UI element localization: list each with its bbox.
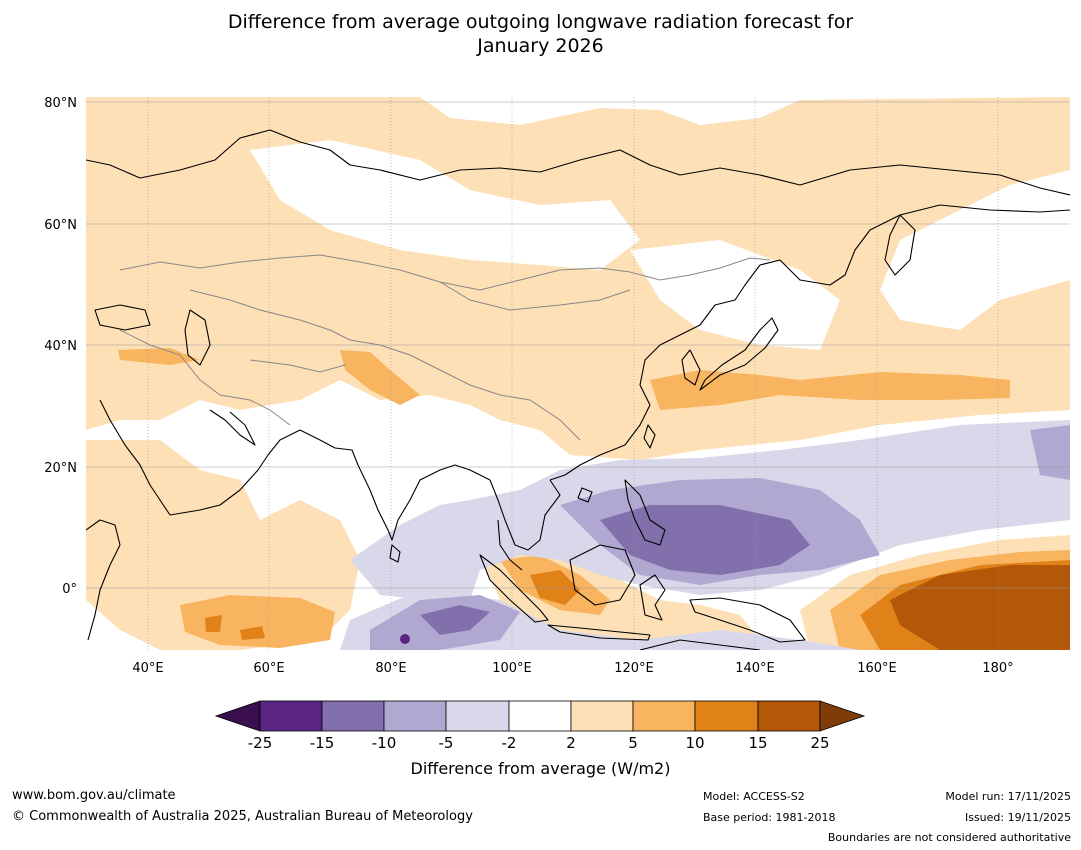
- colorbar-bin-2: [321, 700, 385, 732]
- colorbar-bin-4: [445, 700, 510, 732]
- negative-anomaly-5-10-east: [1030, 425, 1070, 480]
- coastline-africa: [86, 519, 121, 641]
- coastline-hainan: [577, 487, 593, 503]
- boundaries: [119, 254, 771, 441]
- neutral-patch-siberia: [250, 140, 640, 270]
- positive-anomaly-5-10-himalaya: [340, 350, 420, 405]
- positive-anomaly-5-10-westasia: [118, 348, 200, 365]
- base-period-text: Base period: 1981-2018: [703, 811, 836, 824]
- colorbar-label: Difference from average (W/m2): [410, 759, 671, 778]
- positive-anomaly-5-10-arabian-sea: [180, 595, 335, 648]
- colorbar-tick-5: 2: [566, 734, 576, 752]
- lon-label-140: 140°E: [735, 661, 775, 676]
- coastline-india: [299, 429, 491, 541]
- lon-label-100: 100°E: [492, 661, 532, 676]
- coastline-japan: [699, 317, 779, 391]
- coastline-siberia-east: [549, 204, 1070, 481]
- map-title: Difference from average outgoing longwav…: [0, 10, 1081, 58]
- coastline-arctic: [86, 129, 1070, 196]
- map-panel: [86, 97, 1070, 650]
- positive-anomaly-15-25-pacific: [890, 565, 1070, 650]
- lon-label-160: 160°E: [857, 661, 897, 676]
- colorbar: -25 -15 -10 -5 -2 2 5 10 15 25: [214, 700, 866, 752]
- coastline-sumatra: [479, 554, 549, 623]
- boundary-china-west: [349, 339, 581, 441]
- colorbar-bin-8: [694, 700, 759, 732]
- colorbar-over-arrow: [819, 700, 866, 732]
- copyright-text: © Commonwealth of Australia 2025, Austra…: [12, 809, 473, 824]
- colorbar-bin-7: [632, 700, 696, 732]
- gridlines: [86, 97, 1070, 650]
- boundary-russia-south: [119, 254, 771, 291]
- coastline-sulawesi: [639, 574, 666, 621]
- lat-label-80: 80°N: [44, 96, 77, 111]
- coastline-black-sea: [94, 304, 151, 331]
- coastlines: [86, 129, 1070, 650]
- latitude-labels: 80°N 60°N 40°N 20°N 0°: [44, 96, 77, 597]
- colorbar-tick-0: -25: [248, 734, 273, 752]
- boundary-central-asia: [189, 289, 351, 341]
- coastline-indochina: [489, 479, 561, 551]
- coastline-caspian: [184, 309, 211, 366]
- negative-anomaly-10-15-indian-ocean: [420, 605, 490, 635]
- colorbar-bin-1: [259, 700, 323, 732]
- negative-anomaly-15-25-spot: [400, 634, 410, 644]
- boundary-afghan: [249, 359, 346, 373]
- colorbar-tick-2: -10: [372, 734, 397, 752]
- positive-anomaly-10-15-arabian-sea: [205, 615, 265, 640]
- boundary-middle-east: [119, 329, 291, 426]
- lat-label-0: 0°: [62, 582, 77, 597]
- model-run-text: Model run: 17/11/2025: [945, 790, 1071, 803]
- coastline-arabia: [99, 399, 301, 516]
- colorbar-tick-8: 15: [748, 734, 767, 752]
- coastline-srilanka: [389, 544, 401, 563]
- lat-label-40: 40°N: [44, 339, 77, 354]
- colorbar-tick-9: 25: [810, 734, 829, 752]
- colorbar-tick-4: -2: [502, 734, 517, 752]
- coastline-taiwan: [643, 424, 656, 449]
- lon-label-180: 180°: [982, 661, 1013, 676]
- model-text: Model: ACCESS-S2: [703, 790, 805, 803]
- title-line-1: Difference from average outgoing longwav…: [227, 11, 854, 33]
- coastline-philippines: [624, 479, 666, 546]
- coastline-borneo: [569, 544, 636, 606]
- coastline-australia-north: [639, 639, 761, 650]
- colorbar-tick-7: 10: [685, 734, 704, 752]
- title-line-2: January 2026: [477, 35, 604, 57]
- colorbar-tick-6: 5: [628, 734, 638, 752]
- positive-anomaly-10-15-borneo: [530, 570, 580, 605]
- lat-label-20: 20°N: [44, 461, 77, 476]
- colorbar-tick-1: -15: [310, 734, 335, 752]
- longitude-labels: 40°E 60°E 80°E 100°E 120°E 140°E 160°E 1…: [132, 661, 1013, 676]
- coastline-malay: [497, 519, 523, 571]
- colorbar-bin-6: [570, 700, 634, 732]
- lon-label-120: 120°E: [614, 661, 654, 676]
- coastline-korea: [681, 349, 701, 386]
- coastline-new-guinea: [689, 597, 806, 643]
- lon-label-40: 40°E: [132, 661, 163, 676]
- disclaimer-text: Boundaries are not considered authoritat…: [827, 831, 1071, 844]
- lon-label-80: 80°E: [375, 661, 406, 676]
- colorbar-bin-3: [383, 700, 447, 732]
- coastline-kamchatka: [884, 214, 916, 276]
- colorbar-bin-5: [508, 700, 572, 732]
- boundary-mongolia: [439, 281, 631, 311]
- issued-text: Issued: 19/11/2025: [964, 811, 1071, 824]
- coastline-persian-gulf: [209, 409, 256, 446]
- anomaly-fields: [86, 97, 1070, 650]
- colorbar-tick-3: -5: [439, 734, 454, 752]
- lat-label-60: 60°N: [44, 218, 77, 233]
- colorbar-under-arrow: [214, 700, 261, 732]
- website-link[interactable]: www.bom.gov.au/climate: [12, 788, 176, 803]
- colorbar-bin-9: [757, 700, 821, 732]
- coastline-java: [547, 624, 651, 641]
- positive-anomaly-5-10-japan: [650, 370, 1010, 410]
- negative-anomaly-10-15-philippines: [600, 505, 810, 575]
- lon-label-60: 60°E: [253, 661, 284, 676]
